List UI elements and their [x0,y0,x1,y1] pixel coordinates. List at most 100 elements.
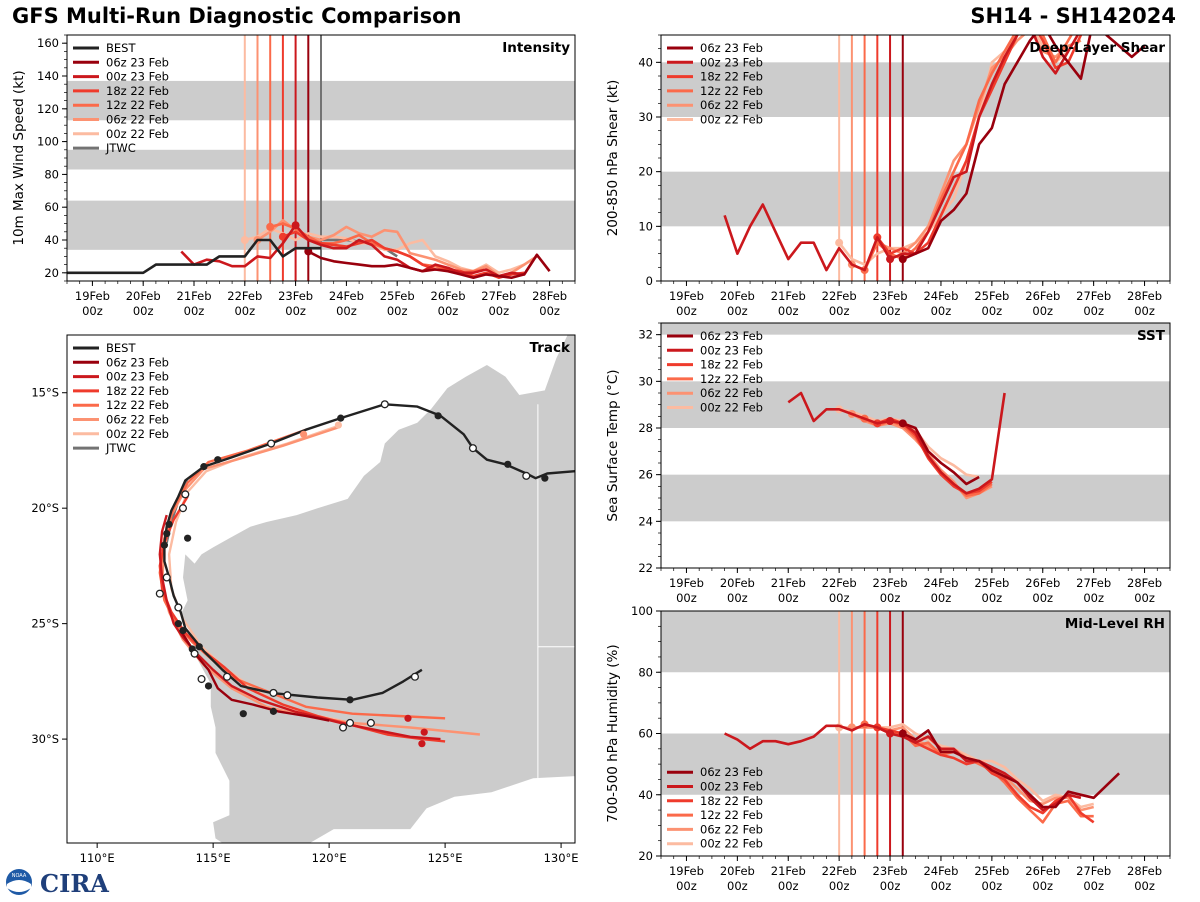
y-tick-label: 0 [646,274,653,288]
x-tick-label: 00z [539,304,560,318]
y-tick-label: 60 [638,727,653,741]
shaded-band [661,474,1170,522]
x-tick-label: 00z [1032,879,1053,893]
track-position-marker-open [410,672,419,681]
track-position-marker-open [162,573,171,582]
x-tick-label: 00z [1032,304,1053,318]
x-tick-label: 25Feb [974,864,1009,878]
shear-panel: 01020304019Feb00z20Feb00z21Feb00z22Feb00… [605,34,1171,318]
page-title: GFS Multi-Run Diagnostic Comparison [12,4,462,28]
track-position-marker [160,541,169,549]
x-tick-label: 00z [1134,304,1155,318]
track-position-marker [300,430,308,438]
x-tick-label: 23Feb [873,289,908,303]
y-tick-label: 32 [638,328,653,342]
x-tick-label: 27Feb [1076,576,1111,590]
x-tick-label: 26Feb [1025,289,1060,303]
x-tick-label: 00z [1134,879,1155,893]
legend-label: 00z 22 Feb [700,113,763,127]
legend-label: 00z 23 Feb [106,70,169,84]
y-tick-label: 40 [638,55,653,69]
legend-label: 00z 23 Feb [106,370,169,384]
x-tick-label: 00z [438,304,459,318]
series-marker [835,238,844,247]
track-position-marker [239,710,247,718]
y-axis-label: 200-850 hPa Shear (kt) [605,80,621,237]
series-line [307,250,551,280]
legend-label: 12z 22 Feb [106,98,169,112]
y-axis-label: Sea Surface Temp (°C) [605,369,621,521]
track-position-marker [346,696,354,704]
svg-text:NOAA: NOAA [12,873,27,879]
x-tick-label: 22Feb [822,576,857,590]
legend-label: 00z 22 Feb [106,127,169,141]
sst-panel: 22242628303219Feb00z20Feb00z21Feb00z22Fe… [605,322,1171,605]
y-tick-label: 25°S [31,617,59,631]
series-line [723,35,1080,272]
x-tick-label: 23Feb [873,576,908,590]
y-axis-label: 10m Max Wind Speed (kt) [11,70,27,245]
x-tick-label: 00z [676,304,697,318]
x-tick-label: 21Feb [771,864,806,878]
track-position-marker-open [380,400,389,409]
track-position-marker [214,456,222,464]
track-position-marker [204,682,213,690]
series-line [787,391,1006,495]
y-tick-label: 140 [37,69,59,83]
x-tick-label: 00z [829,591,850,605]
panel-title: Track [530,340,571,356]
track-position-marker-open [181,490,190,499]
legend-label: JTWC [105,141,136,155]
y-tick-label: 30 [638,110,653,124]
legend-label: 06z 23 Feb [700,41,763,55]
x-tick-label: 00z [727,879,748,893]
track-position-marker [420,728,428,736]
x-tick-label: 25Feb [974,576,1009,590]
intensity-panel: 2040608010012014016019Feb00z20Feb00z21Fe… [11,34,576,318]
legend-label: 00z 22 Feb [106,427,169,441]
track-position-marker-open [223,672,232,681]
shaded-band [661,381,1170,428]
y-tick-label: 100 [631,604,653,618]
legend-label: 00z 23 Feb [700,343,763,357]
track-position-marker [404,714,412,722]
track-position-marker [163,529,171,538]
storm-id: SH14 - SH142024 [970,4,1176,28]
y-tick-label: 20 [638,165,653,179]
series-line [838,35,1070,266]
australia-landmass [180,335,575,843]
track-position-marker-open [178,504,188,513]
track-position-marker-open [155,589,164,598]
x-tick-label: 23Feb [873,864,908,878]
x-tick-label: 26Feb [1025,864,1060,878]
x-tick-label: 00z [676,591,697,605]
track-position-marker [174,620,182,628]
series-line [902,729,1121,809]
track-position-marker [184,534,192,542]
x-tick-label: 27Feb [1076,289,1111,303]
legend-label: 00z 22 Feb [700,401,763,415]
x-tick-label: 00z [1083,304,1104,318]
x-tick-label: 00z [184,304,205,318]
series-line [67,238,321,275]
x-tick-label: 25Feb [974,289,1009,303]
legend-label: BEST [106,341,136,355]
x-tick-label: 22Feb [822,289,857,303]
legend-label: BEST [106,41,136,55]
x-tick-label: 00z [133,304,154,318]
panel-title: SST [1137,328,1166,344]
track-position-marker-open [267,439,276,448]
track-position-marker [504,460,512,468]
shaded-band [661,611,1170,673]
x-tick-label: 28Feb [1127,576,1162,590]
legend-label: 06z 23 Feb [106,55,169,69]
legend-label: 06z 22 Feb [700,386,763,400]
series-line [902,422,980,486]
x-tick-label: 19Feb [669,864,704,878]
y-tick-label: 30 [638,374,653,388]
x-tick-label: 00z [778,591,799,605]
legend-label: JTWC [105,441,136,455]
series-marker [886,255,895,264]
x-tick-label: 24Feb [923,576,958,590]
series-line [902,35,1146,261]
